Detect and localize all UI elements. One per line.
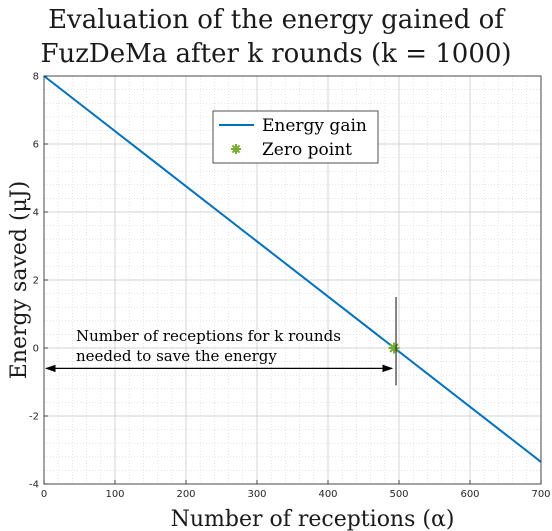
legend-box bbox=[212, 110, 379, 164]
energy-gain-line bbox=[43, 75, 542, 463]
y-axis-label: Energy saved (μJ) bbox=[7, 181, 32, 379]
legend-swatch-zero-point bbox=[231, 144, 241, 154]
annotation: Number of receptions for k rounds needed … bbox=[44, 297, 397, 386]
plot-area bbox=[43, 75, 542, 463]
annotation-text: Number of receptions for k rounds bbox=[76, 327, 341, 345]
x-tick-label: 200 bbox=[176, 489, 195, 500]
legend-label-energy-gain: Energy gain bbox=[262, 116, 367, 136]
x-tick-label: 700 bbox=[531, 489, 550, 500]
zero-point-marker bbox=[388, 342, 400, 354]
y-tick-label: -2 bbox=[29, 412, 39, 423]
x-tick-label: 600 bbox=[460, 489, 479, 500]
legend: Energy gain Zero point bbox=[212, 110, 379, 164]
x-tick-label: 0 bbox=[41, 489, 47, 500]
chart-title-line: FuzDeMa after k rounds (k = 1000) bbox=[40, 39, 511, 69]
y-tick-label: 8 bbox=[33, 72, 39, 83]
x-tick-label: 100 bbox=[105, 489, 124, 500]
annotation-text: needed to save the energy bbox=[76, 347, 277, 365]
y-tick-label: 0 bbox=[33, 344, 39, 355]
y-tick-label: 6 bbox=[33, 140, 39, 151]
x-tick-label: 300 bbox=[247, 489, 266, 500]
y-tick-label: 4 bbox=[33, 208, 39, 219]
axes: 0 100 200 300 400 500 600 700 -4 -2 0 2 4 6 8 bbox=[29, 72, 551, 501]
x-tick-label: 400 bbox=[318, 489, 337, 500]
legend-label-zero-point: Zero point bbox=[262, 140, 352, 160]
y-tick-label: 2 bbox=[33, 276, 39, 287]
chart-title: Evaluation of the energy gained of FuzDeM… bbox=[40, 5, 511, 69]
x-axis-label: Number of receptions (α) bbox=[171, 507, 455, 531]
chart-title-line: Evaluation of the energy gained of bbox=[48, 5, 506, 35]
x-tick-label: 500 bbox=[389, 489, 408, 500]
y-tick-label: -4 bbox=[29, 480, 39, 491]
